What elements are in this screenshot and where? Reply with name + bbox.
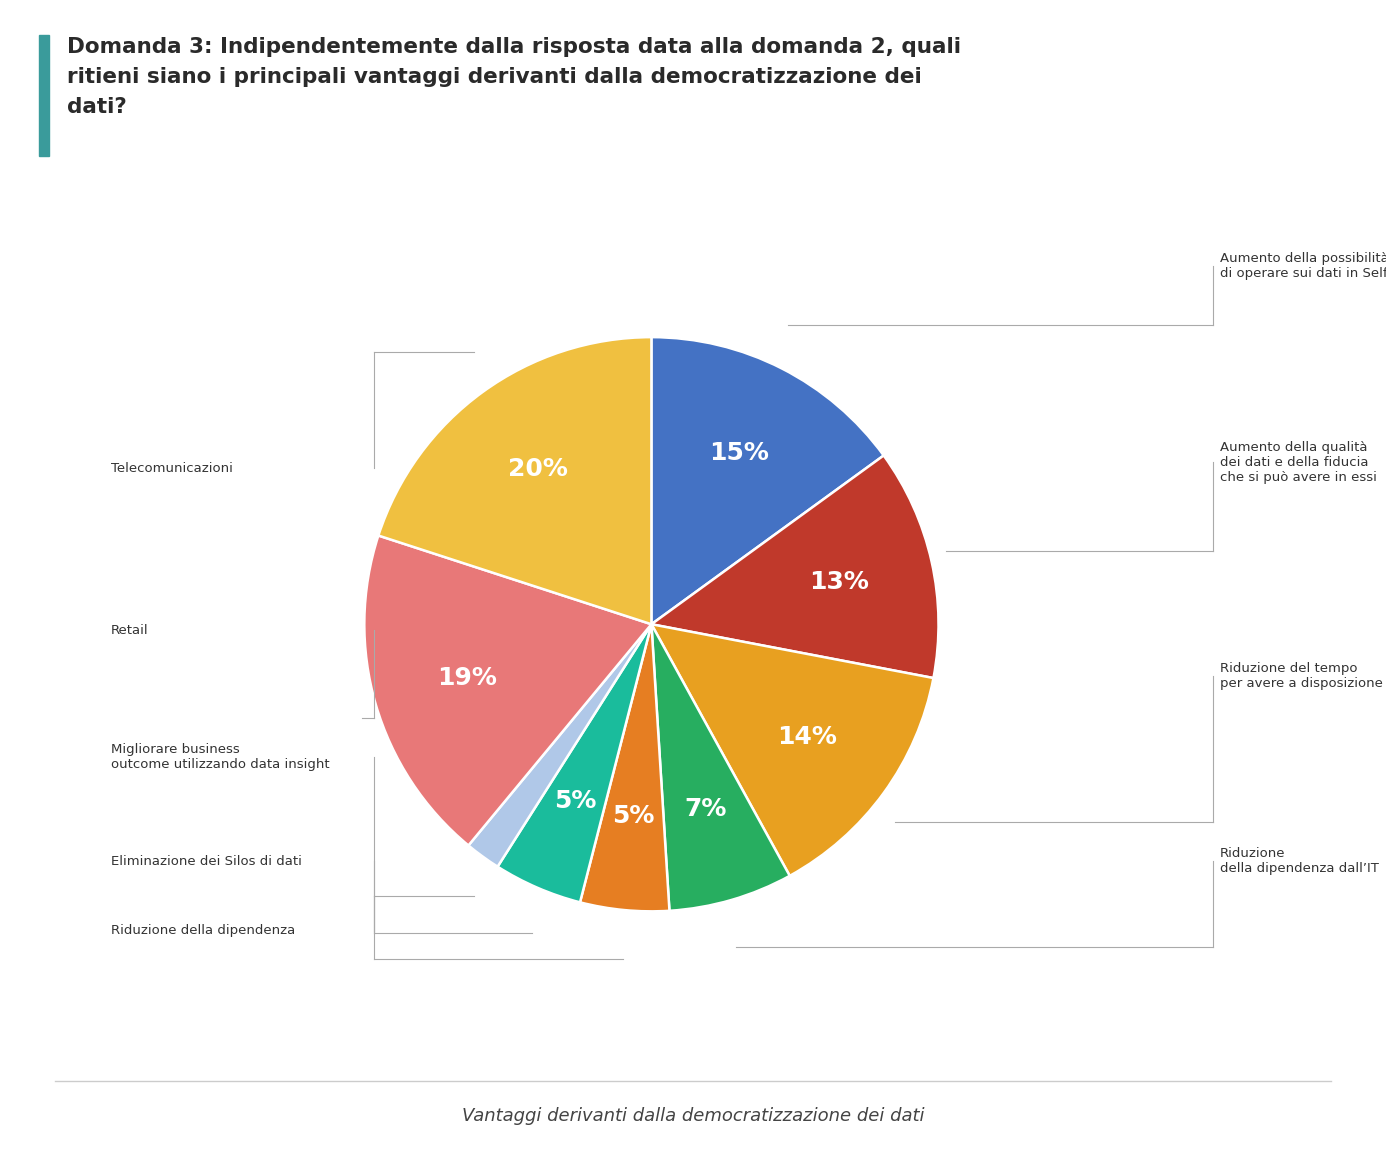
Text: 5%: 5% [613,803,654,828]
Text: Riduzione
della dipendenza dall’IT: Riduzione della dipendenza dall’IT [1220,847,1379,875]
Text: Domanda 3: Indipendentemente dalla risposta data alla domanda 2, quali: Domanda 3: Indipendentemente dalla rispo… [67,37,960,57]
Text: 19%: 19% [437,666,496,690]
Text: 13%: 13% [809,570,869,594]
Text: Aumento della possibilità
di operare sui dati in Self-Service: Aumento della possibilità di operare sui… [1220,252,1386,280]
Text: dati?: dati? [67,97,126,117]
Wedge shape [651,624,790,911]
Wedge shape [378,338,651,624]
Text: Migliorare business
outcome utilizzando data insight: Migliorare business outcome utilizzando … [111,743,330,771]
Text: 20%: 20% [509,457,568,481]
Text: ritieni siano i principali vantaggi derivanti dalla democratizzazione dei: ritieni siano i principali vantaggi deri… [67,67,922,87]
Wedge shape [651,338,884,624]
Text: 7%: 7% [683,796,726,821]
Text: Vantaggi derivanti dalla democratizzazione dei dati: Vantaggi derivanti dalla democratizzazio… [462,1106,924,1125]
Wedge shape [651,624,933,876]
Text: 5%: 5% [554,788,596,813]
Text: 14%: 14% [778,725,837,749]
Text: Telecomunicazioni: Telecomunicazioni [111,461,233,475]
Wedge shape [498,624,651,903]
Text: Eliminazione dei Silos di dati: Eliminazione dei Silos di dati [111,854,302,868]
Text: Riduzione della dipendenza: Riduzione della dipendenza [111,924,295,938]
Wedge shape [651,455,938,679]
Text: Retail: Retail [111,623,148,637]
Wedge shape [468,624,651,867]
Wedge shape [365,535,651,845]
Text: 15%: 15% [708,440,769,465]
Text: Aumento della qualità
dei dati e della fiducia
che si può avere in essi: Aumento della qualità dei dati e della f… [1220,440,1376,484]
Wedge shape [579,624,669,911]
Text: Riduzione del tempo
per avere a disposizione i dati: Riduzione del tempo per avere a disposiz… [1220,662,1386,690]
